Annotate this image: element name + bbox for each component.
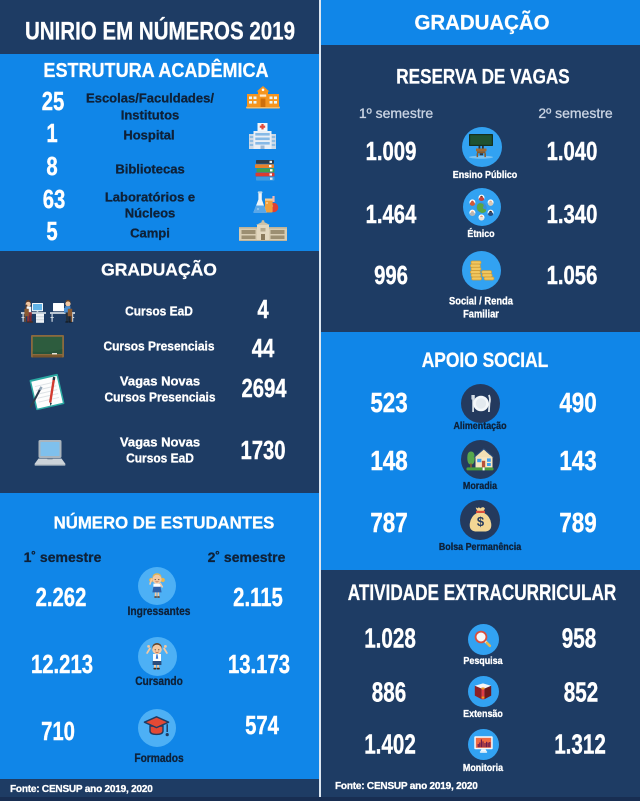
svg-text:$: $ (476, 514, 484, 529)
